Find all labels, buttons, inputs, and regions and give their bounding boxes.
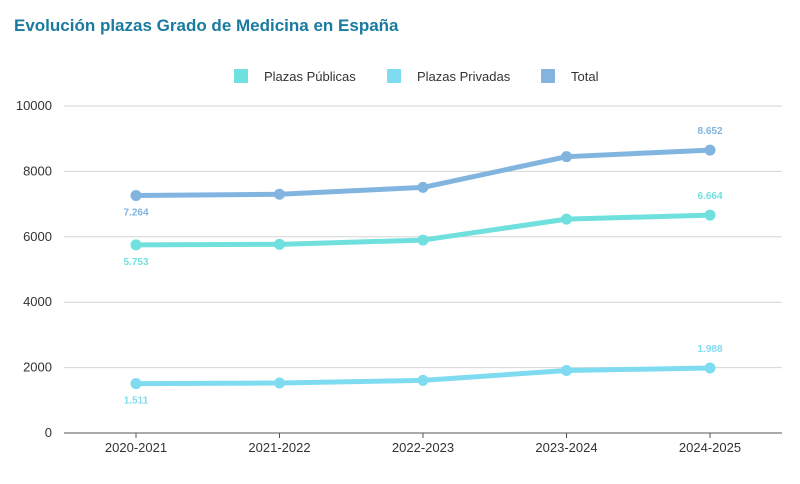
x-tick-label: 2023-2024	[535, 440, 597, 455]
legend-label: Plazas Privadas	[417, 69, 511, 84]
legend-swatch	[387, 69, 401, 83]
data-point	[417, 234, 429, 246]
x-tick-label: 2021-2022	[248, 440, 310, 455]
data-point	[274, 377, 285, 389]
legend-label: Total	[571, 69, 599, 84]
legend-item: Plazas Privadas	[387, 69, 511, 84]
data-point	[130, 378, 142, 390]
x-tick-label: 2022-2023	[392, 440, 454, 455]
data-point	[130, 189, 142, 201]
x-tick-label: 2024-2025	[679, 440, 741, 455]
y-axis-ticks: 0 2000 4000 6000 8000 10000	[16, 98, 52, 440]
y-tick-label: 4000	[23, 294, 52, 309]
y-tick-label: 8000	[23, 163, 52, 178]
data-label: 1.988	[697, 344, 722, 355]
x-tick-label: 2020-2021	[105, 440, 167, 455]
data-point	[704, 144, 716, 156]
y-tick-label: 10000	[16, 98, 52, 113]
data-point	[561, 151, 572, 163]
series-total: 7.264 8.652	[123, 126, 722, 218]
data-point	[274, 188, 285, 200]
data-label: 1.511	[124, 396, 149, 407]
series-plazas-publicas: 5.753 6.664	[123, 191, 722, 268]
data-point	[417, 181, 429, 193]
legend-label: Plazas Públicas	[264, 69, 356, 84]
legend: Plazas Públicas Plazas Privadas Total	[234, 69, 599, 84]
legend-item: Total	[541, 69, 599, 84]
series-plazas-privadas: 1.511 1.988	[124, 344, 723, 407]
data-point	[704, 209, 716, 221]
data-point	[417, 374, 429, 386]
data-point	[561, 365, 572, 377]
data-point	[704, 362, 716, 374]
data-point	[130, 239, 142, 251]
y-tick-label: 0	[45, 425, 52, 440]
legend-swatch	[541, 69, 555, 83]
y-tick-label: 2000	[23, 360, 52, 375]
data-label: 8.652	[697, 126, 722, 137]
data-label: 5.753	[123, 257, 148, 268]
legend-swatch	[234, 69, 248, 83]
data-label: 6.664	[697, 191, 722, 202]
series-group: 5.753 6.664 1.511 1.988 7.264 8.652	[123, 126, 722, 407]
x-axis-ticks: 2020-2021 2021-2022 2022-2023 2023-2024 2024…	[105, 433, 741, 455]
data-point	[274, 238, 285, 250]
data-label: 7.264	[123, 207, 148, 218]
data-point	[561, 213, 572, 225]
legend-item: Plazas Públicas	[234, 69, 356, 84]
chart-title: Evolución plazas Grado de Medicina en Es…	[14, 16, 399, 35]
y-tick-label: 6000	[23, 229, 52, 244]
